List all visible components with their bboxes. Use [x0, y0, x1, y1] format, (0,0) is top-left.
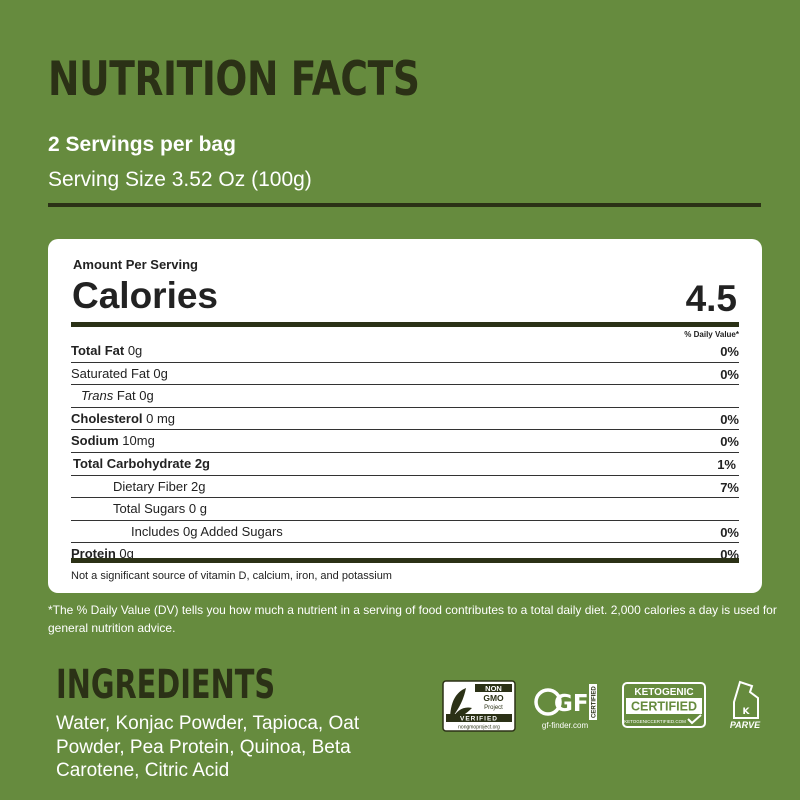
nutrient-label: Total Sugars 0 g [113, 501, 207, 517]
keto-line2: CERTIFIED [631, 700, 697, 714]
nutrient-row-sodium: Sodium 10mg 0% [71, 430, 739, 453]
nutrient-dv: 1% [717, 456, 736, 472]
nutrient-label: Cholesterol 0 mg [71, 410, 176, 426]
keto-line1: KETOGENIC [634, 687, 693, 698]
gluten-free-certified-badge: GF CERTIFIED gf-finder.com [534, 684, 597, 730]
calories-label: Calories [72, 275, 219, 316]
daily-value-note: *The % Daily Value (DV) tells you how mu… [48, 603, 777, 635]
non-gmo-project: Project [484, 705, 503, 711]
ingredients-title: INGREDIENTS [56, 662, 276, 708]
panel-footnote: Not a significant source of vitamin D, c… [71, 570, 392, 582]
nutrient-rows: Total Fat 0g 0% Saturated Fat 0g 0% Tran… [71, 340, 739, 565]
nutrient-row-total-fat: Total Fat 0g 0% [71, 340, 739, 363]
non-gmo-mid: GMO [483, 693, 504, 703]
nutrient-dv: 0% [720, 366, 739, 382]
nutrient-row-total-sugars: Total Sugars 0 g [71, 498, 739, 521]
calories-value: 4.5 [685, 278, 737, 319]
gf-mark: GF [554, 691, 589, 717]
non-gmo-verified: VERIFIED [460, 716, 498, 723]
daily-value-header: % Daily Value* [684, 330, 739, 339]
nutrient-label: Protein 0g [71, 546, 134, 562]
nutrient-dv: 0% [720, 434, 739, 450]
nutrient-dv: 0% [720, 411, 739, 427]
nutrient-label: Sodium 10mg [71, 433, 155, 449]
nutrition-panel: Amount Per Serving Calories 4.5 % Daily … [48, 239, 762, 593]
non-gmo-verified-badge: NON GMO Project VERIFIED nongmoproject.o… [442, 680, 516, 732]
serving-size: Serving Size 3.52 Oz (100g) [48, 168, 312, 191]
nutrient-dv: 7% [720, 479, 739, 495]
nutrient-row-saturated-fat: Saturated Fat 0g 0% [71, 363, 739, 386]
nutrient-label: Total Carbohydrate 2g [73, 455, 211, 471]
nutrient-row-total-carbohydrate: Total Carbohydrate 2g 1% [71, 453, 739, 476]
kosher-symbol-icon [733, 680, 759, 719]
ingredients-text: Water, Konjac Powder, Tapioca, Oat Powde… [56, 713, 360, 781]
nutrient-row-cholesterol: Cholesterol 0 mg 0% [71, 408, 739, 431]
nutrient-dv: 0% [720, 344, 739, 359]
ketogenic-certified-badge: KETOGENIC CERTIFIED KETOGENICCERTIFIED.C… [622, 682, 706, 728]
nutrient-dv: 0% [720, 524, 739, 540]
kosher-parve-badge: K PARVE [730, 680, 761, 730]
header-divider [48, 203, 761, 207]
nutrient-label: Includes 0g Added Sugars [131, 523, 283, 539]
parve-letter: K [743, 707, 751, 717]
panel-bottom-divider [71, 558, 739, 563]
nutrient-row-added-sugars: Includes 0g Added Sugars 0% [71, 521, 739, 544]
nutrient-row-dietary-fiber: Dietary Fiber 2g 7% [71, 476, 739, 499]
keto-url: KETOGENICCERTIFIED.COM [624, 719, 686, 724]
gf-ring-icon [534, 688, 562, 716]
nutrient-label: Saturated Fat 0g [71, 365, 168, 381]
checkmark-icon [687, 714, 702, 725]
gf-certified: CERTIFIED [591, 686, 597, 718]
parve-label: PARVE [730, 720, 761, 730]
calories-divider [71, 322, 739, 327]
nutrient-label: Total Fat 0g [71, 343, 143, 358]
nutrient-label: Trans Fat 0g [81, 388, 154, 404]
page-title: NUTRITION FACTS [48, 52, 420, 107]
nutrient-label: Dietary Fiber 2g [113, 478, 206, 494]
non-gmo-top: NON [485, 684, 502, 693]
non-gmo-url: nongmoproject.org [458, 725, 500, 731]
nutrient-row-trans-fat: Trans Fat 0g [71, 385, 739, 408]
servings-per-bag: 2 Servings per bag [48, 133, 236, 156]
gf-url: gf-finder.com [542, 721, 589, 730]
amount-per-serving-label: Amount Per Serving [73, 257, 198, 272]
